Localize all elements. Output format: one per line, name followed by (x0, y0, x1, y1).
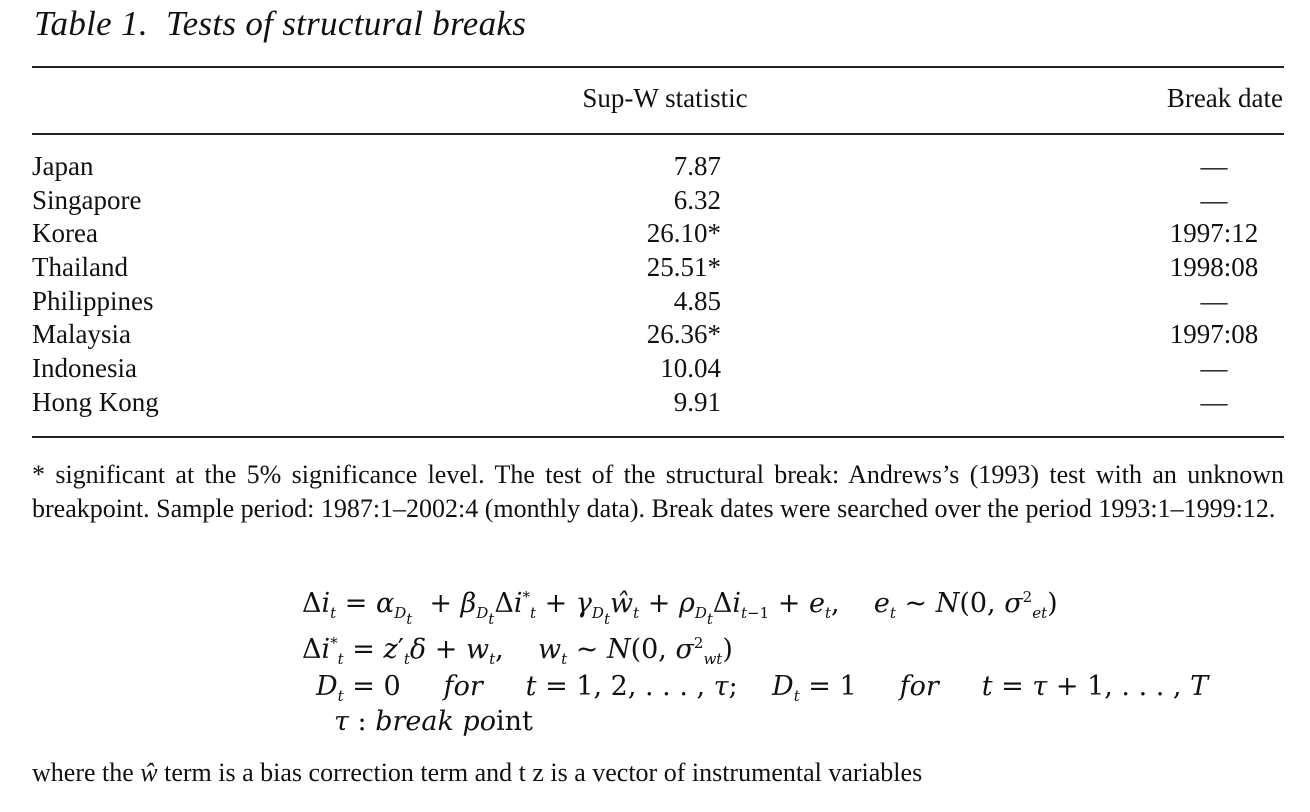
stat-cell: 10.04 (660, 353, 721, 384)
table-row: Hong Kong 9.91 — (0, 386, 1310, 420)
country-cell: Thailand (32, 252, 128, 283)
w-hat-symbol: ŵ (140, 758, 158, 787)
table-row: Philippines 4.85 — (0, 285, 1310, 319)
table-row: Malaysia 26.36* 1997:08 (0, 318, 1310, 352)
country-cell: Singapore (32, 184, 142, 215)
country-cell: Hong Kong (32, 386, 159, 417)
country-cell: Philippines (32, 285, 154, 316)
table-row: Korea 26.10* 1997:12 (0, 217, 1310, 251)
country-cell: Malaysia (32, 319, 131, 350)
stat-cell: 4.85 (673, 285, 721, 316)
header-rule (32, 133, 1284, 135)
stat-cell: 6.32 (673, 184, 721, 215)
header-break-date: Break date (1166, 83, 1283, 113)
header-sup-w-statistic: Sup-W statistic (582, 83, 748, 113)
date-cell: — (1200, 285, 1228, 316)
stat-cell: 25.51* (646, 252, 721, 283)
table-title: Table 1. Tests of structural breaks (34, 4, 527, 43)
country-cell: Japan (32, 151, 94, 181)
equation-1: Δit = αDt + βDtΔi*t + γDtŵt + ρDtΔit−1 +… (302, 588, 1058, 628)
date-cell: — (1200, 184, 1228, 215)
top-rule (32, 66, 1284, 68)
table-row: Thailand 25.51* 1998:08 (0, 251, 1310, 285)
equation-3: Dt = 0 for t = 1, 2, . . . , τ; Dt = 1 f… (316, 671, 1209, 705)
footer-text: where the ŵ term is a bias correction te… (32, 758, 922, 788)
date-cell: — (1200, 386, 1228, 417)
table-row: Singapore 6.32 — (0, 184, 1310, 218)
bottom-rule (32, 436, 1284, 438)
stat-cell: 9.91 (673, 386, 721, 417)
country-cell: Indonesia (32, 353, 137, 384)
equation-2: Δi*t = z′tδ + wt, wt ~ N(0, σ2wt) (302, 634, 733, 668)
date-cell: 1997:08 (1169, 319, 1259, 350)
footer-text-after: term is a bias correction term and t z i… (157, 758, 923, 787)
stat-cell: 7.87 (673, 151, 721, 181)
footer-text-before: where the (32, 758, 141, 787)
date-cell: — (1200, 151, 1228, 181)
stat-cell: 26.36* (646, 319, 721, 350)
stat-cell: 26.10* (646, 218, 721, 249)
table-row: Indonesia 10.04 — (0, 352, 1310, 386)
table-note: * significant at the 5% significance lev… (32, 460, 1284, 523)
equation-4: τ : break point (334, 706, 533, 737)
country-cell: Korea (32, 218, 98, 249)
date-cell: 1997:12 (1169, 218, 1259, 249)
table-body: Japan 7.87 — Singapore 6.32 — Korea 26.1… (0, 150, 1310, 420)
table-row: Japan 7.87 — (0, 150, 1310, 184)
date-cell: — (1200, 353, 1228, 384)
date-cell: 1998:08 (1169, 252, 1259, 283)
